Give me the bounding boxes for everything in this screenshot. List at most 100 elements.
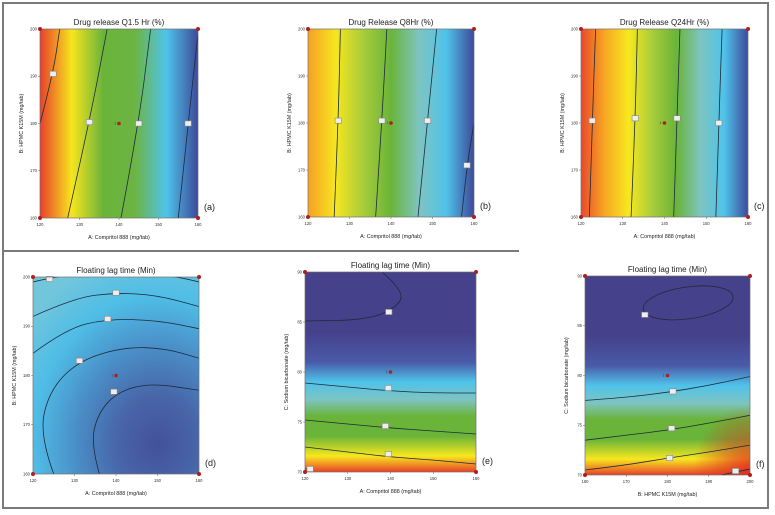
contour-label [384, 451, 392, 457]
chart-title: Drug Release Q8Hr (%) [349, 18, 434, 27]
x-tick-label: 150 [154, 478, 162, 483]
contour-label [85, 119, 93, 125]
x-tick-label: 120 [37, 222, 45, 227]
y-tick-label: 180 [298, 120, 306, 125]
x-tick-label: 140 [388, 221, 396, 226]
center-point-label: 1 [111, 374, 113, 378]
x-tick-label: 190 [705, 479, 713, 484]
x-axis-label: A: Compritol 888 (mg/tab) [88, 235, 150, 241]
contour-label [463, 162, 471, 169]
center-point [665, 373, 670, 378]
panel-label: (f) [756, 459, 765, 469]
x-tick-label: 160 [745, 221, 753, 226]
panel-label: (c) [754, 201, 765, 211]
y-axis-label: B: HPMC K15M (mg/tab) [12, 345, 18, 405]
design-point [306, 27, 310, 31]
x-tick-label: 160 [471, 221, 479, 226]
contour-line [42, 347, 199, 474]
x-axis-label: A: Compritol 888 (mg/tab) [85, 491, 147, 497]
design-point [748, 274, 752, 278]
contour-label [334, 117, 342, 124]
chart-title: Drug Release Q24Hr (%) [620, 18, 710, 27]
design-point [748, 473, 752, 477]
y-tick-label: 170 [23, 422, 31, 427]
panel-label: (a) [204, 202, 215, 212]
design-point [31, 275, 35, 279]
x-tick-label: 120 [30, 478, 38, 483]
x-tick-label: 140 [661, 221, 669, 226]
figure-frame [2, 2, 769, 509]
design-point [583, 473, 587, 477]
center-point [388, 370, 393, 374]
contour-line [715, 29, 723, 217]
y-tick-label: 200 [298, 26, 306, 31]
x-tick-label: 170 [623, 479, 631, 484]
contour-label [669, 388, 677, 395]
y-tick-label: 170 [30, 168, 38, 173]
y-tick-label: 75 [297, 419, 302, 424]
design-point [38, 216, 42, 220]
contour-line [305, 419, 476, 435]
design-point [579, 215, 583, 219]
contour-label [381, 423, 389, 429]
contour-line [461, 122, 474, 217]
contour-label [46, 276, 54, 282]
row-divider [2, 250, 519, 252]
y-tick-label: 80 [577, 373, 582, 378]
y-tick-label: 180 [30, 121, 38, 126]
contour-line [588, 29, 597, 217]
design-point [472, 215, 476, 219]
x-tick-label: 150 [429, 221, 437, 226]
y-axis-label: C: Sodium bicarbonate (mg/tab) [284, 334, 290, 411]
chart-title: Floating lag time (Min) [351, 261, 430, 270]
design-point [38, 27, 42, 31]
x-tick-label: 160 [582, 479, 590, 484]
x-tick-label: 180 [664, 479, 672, 484]
contour-label [666, 455, 674, 461]
y-axis-label: B: HPMC K15M (mg/tab) [19, 93, 25, 153]
chart-title: Floating lag time (Min) [628, 265, 707, 274]
panel-f: 160 170 180 190 200 70 75 80 85 90 Floating lag ti… [564, 265, 765, 498]
contour-label [110, 388, 118, 395]
panel-a: 120 130 140 150 160 160 170 180 190 200 Drug relea… [19, 18, 215, 241]
y-tick-label: 170 [571, 167, 579, 172]
y-tick-label: 200 [30, 26, 38, 31]
y-tick-label: 85 [577, 323, 582, 328]
x-tick-label: 130 [619, 221, 627, 226]
y-tick-label: 190 [23, 324, 31, 329]
x-tick-label: 130 [344, 476, 352, 481]
y-tick-label: 80 [297, 369, 302, 374]
x-tick-label: 160 [196, 478, 204, 483]
contour-line [67, 29, 108, 218]
contour-line [642, 285, 734, 321]
panel-e: 120 130 140 150 160 70 75 80 85 90 Floating lag ti… [284, 261, 493, 495]
contour-line [333, 29, 341, 217]
contour-label [306, 466, 314, 472]
x-axis-label: A: Compritol 888 (mg/tab) [634, 234, 696, 240]
x-tick-label: 140 [116, 222, 124, 227]
y-tick-label: 190 [298, 73, 306, 78]
y-axis-label: B: HPMC K15M (mg/tab) [287, 93, 293, 153]
y-tick-label: 160 [571, 214, 579, 219]
contour-line [673, 29, 681, 217]
contour-label [112, 289, 120, 296]
design-point [746, 27, 750, 31]
x-tick-label: 120 [305, 221, 313, 226]
center-point [114, 373, 118, 378]
design-point [746, 215, 750, 219]
center-point-label: 1 [386, 121, 388, 125]
x-axis-label: B: HPMC K15M (mg/tab) [638, 492, 698, 498]
y-tick-label: 160 [30, 215, 38, 220]
x-tick-label: 150 [155, 222, 163, 227]
design-point [306, 215, 310, 219]
center-point-label: 1 [663, 374, 665, 378]
panel-label: (d) [205, 458, 216, 468]
contour-label [588, 117, 596, 124]
contour-label [378, 117, 386, 124]
design-point [474, 270, 478, 274]
design-point [196, 27, 200, 31]
x-axis-label: A: Compritol 888 (mg/tab) [360, 489, 422, 495]
contour-label [104, 315, 112, 322]
y-tick-label: 160 [298, 214, 306, 219]
